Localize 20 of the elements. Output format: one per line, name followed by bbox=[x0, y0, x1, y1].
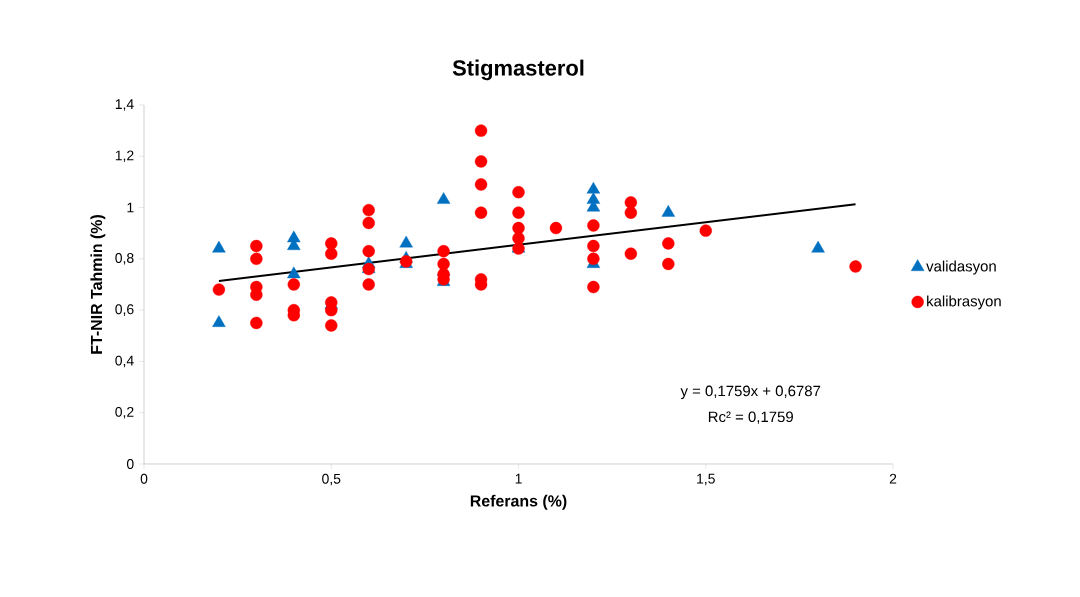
y-tick-label: 0,8 bbox=[115, 253, 134, 265]
legend-label: kalibrasyon bbox=[927, 295, 1001, 310]
y-tick-label: 0,2 bbox=[115, 406, 134, 419]
annotation: y = 0,1759x + 0,6787 bbox=[680, 385, 821, 400]
annotation: Rc² = 0,1759 bbox=[708, 411, 793, 424]
y-tick-label: 0,4 bbox=[115, 355, 134, 368]
y-axis-title: FT-NIR Tahmin (%) bbox=[90, 215, 106, 354]
x-axis-title: Referans (%) bbox=[470, 494, 567, 510]
y-tick-label: 1,2 bbox=[115, 150, 134, 163]
chart-title: Stigmasterol bbox=[452, 59, 584, 81]
x-tick-label: 2 bbox=[889, 473, 897, 484]
y-tick-label: 1,4 bbox=[115, 99, 134, 111]
x-tick-label: 0 bbox=[140, 473, 148, 484]
x-tick-label: 1,5 bbox=[697, 473, 715, 486]
legend-label: validasyon bbox=[926, 260, 996, 275]
y-tick-label: 1 bbox=[127, 202, 134, 213]
x-tick-label: 0,5 bbox=[322, 473, 341, 486]
x-tick-label: 1 bbox=[515, 473, 522, 484]
y-tick-label: 0,6 bbox=[115, 304, 134, 316]
y-tick-label: 0 bbox=[126, 459, 134, 469]
